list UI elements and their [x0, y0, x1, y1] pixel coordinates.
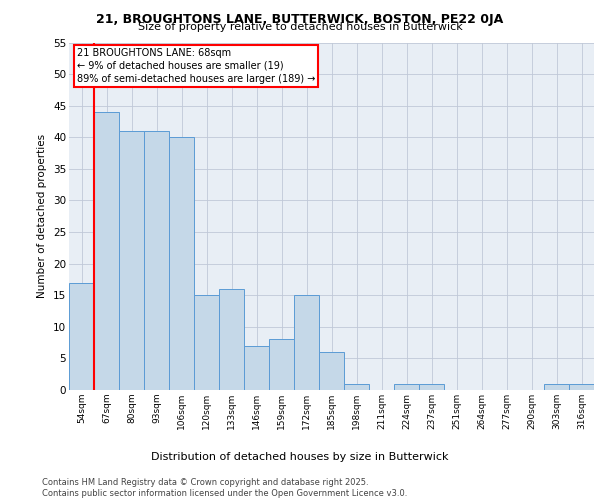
Text: Distribution of detached houses by size in Butterwick: Distribution of detached houses by size …	[151, 452, 449, 462]
Bar	[69, 282, 94, 390]
Text: 21, BROUGHTONS LANE, BUTTERWICK, BOSTON, PE22 0JA: 21, BROUGHTONS LANE, BUTTERWICK, BOSTON,…	[97, 12, 503, 26]
Bar	[119, 131, 144, 390]
Bar	[244, 346, 269, 390]
Bar	[294, 295, 319, 390]
Bar	[169, 138, 194, 390]
Bar	[219, 289, 244, 390]
Text: Contains HM Land Registry data © Crown copyright and database right 2025.
Contai: Contains HM Land Registry data © Crown c…	[42, 478, 407, 498]
Bar	[544, 384, 569, 390]
Bar	[319, 352, 344, 390]
Bar	[144, 131, 169, 390]
Bar	[269, 340, 294, 390]
Text: 21 BROUGHTONS LANE: 68sqm
← 9% of detached houses are smaller (19)
89% of semi-d: 21 BROUGHTONS LANE: 68sqm ← 9% of detach…	[77, 48, 315, 84]
Text: Size of property relative to detached houses in Butterwick: Size of property relative to detached ho…	[137, 22, 463, 32]
Bar	[569, 384, 594, 390]
Y-axis label: Number of detached properties: Number of detached properties	[37, 134, 47, 298]
Bar	[344, 384, 369, 390]
Bar	[394, 384, 419, 390]
Bar	[94, 112, 119, 390]
Bar	[194, 295, 219, 390]
Bar	[419, 384, 444, 390]
